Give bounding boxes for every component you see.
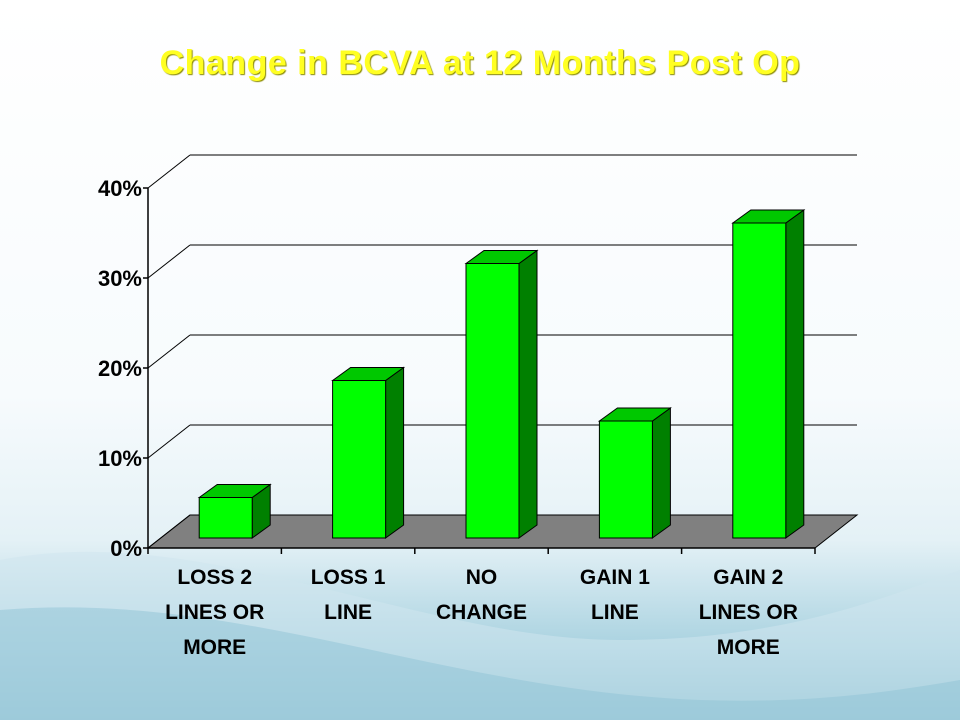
x-category-label: NO CHANGE: [436, 566, 527, 624]
bar-side: [785, 209, 805, 539]
x-category-label: LOSS 2 LINES OR MORE: [165, 566, 264, 659]
gridline-diagonal: [147, 334, 191, 369]
x-category-label: LOSS 1 LINE: [311, 566, 386, 624]
gridline-diagonal: [147, 514, 191, 549]
y-tick-label: 30%: [98, 266, 142, 291]
y-tick-label: 0%: [110, 536, 142, 561]
gridline-diagonal: [147, 244, 191, 279]
x-category-label: GAIN 2 LINES OR MORE: [699, 566, 798, 659]
y-tick-label: 40%: [98, 176, 142, 201]
bar-side: [651, 407, 671, 539]
bar: [332, 380, 387, 539]
x-category-label: GAIN 1 LINE: [580, 566, 650, 624]
gridline-diagonal: [147, 424, 191, 459]
y-tick-label: 20%: [98, 356, 142, 381]
bar: [732, 222, 787, 539]
bar: [598, 420, 653, 539]
slide-title: Change in BCVA at 12 Months Post Op: [159, 44, 801, 82]
y-tick-label: 10%: [98, 446, 142, 471]
bar: [465, 263, 520, 539]
bar-side: [518, 249, 538, 539]
bar-side: [385, 366, 405, 539]
gridline-diagonal: [147, 154, 191, 189]
bar: [198, 497, 253, 539]
